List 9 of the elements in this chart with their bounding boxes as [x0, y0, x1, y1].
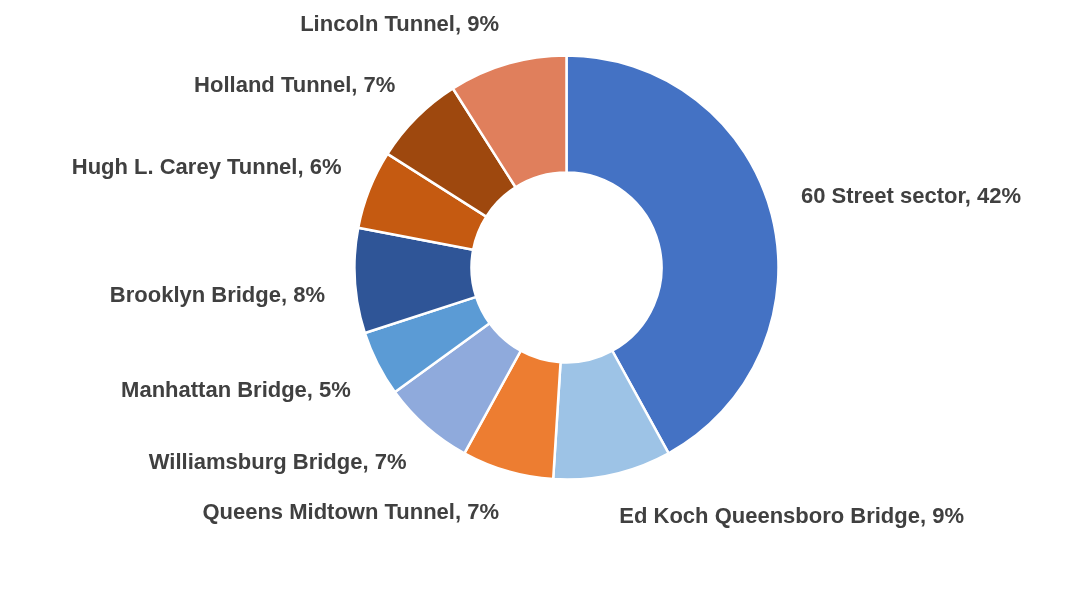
slice-label: 60 Street sector, 42% — [800, 182, 1022, 208]
slice-label: Manhattan Bridge, 5% — [121, 376, 351, 402]
slice-label: Hugh L. Carey Tunnel, 6% — [71, 153, 342, 179]
slice-label: Lincoln Tunnel, 9% — [300, 10, 499, 36]
slice-label: Queens Midtown Tunnel, 7% — [202, 499, 499, 525]
slice-label: Williamsburg Bridge, 7% — [148, 448, 407, 474]
slice-label: Holland Tunnel, 7% — [194, 71, 396, 97]
slice-label: Brooklyn Bridge, 8% — [109, 282, 325, 308]
slice-label: Ed Koch Queensboro Bridge, 9% — [619, 503, 965, 529]
